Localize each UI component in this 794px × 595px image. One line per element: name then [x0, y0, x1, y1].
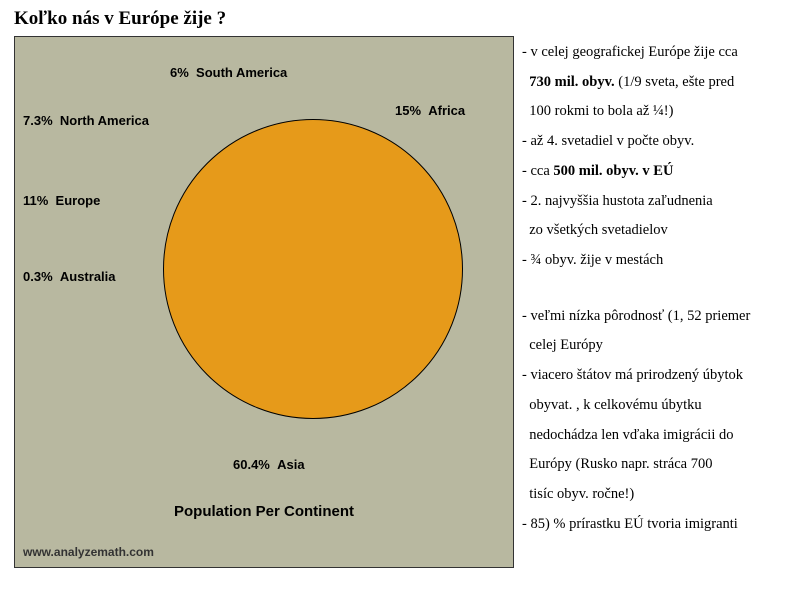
label-africa: 15% Africa	[395, 103, 465, 118]
bullet-8: - 85) % prírastku EÚ tvoria imigranti	[522, 510, 780, 540]
bullet-4b: zo všetkých svetadielov	[522, 216, 780, 246]
bullet-1c: 100 rokmi to bola až ¼!)	[522, 97, 780, 127]
bullet-list: - v celej geografickej Európe žije cca 7…	[522, 36, 780, 568]
label-south-america: 6% South America	[170, 65, 287, 80]
content-row: 15% Africa 6% South America 7.3% North A…	[14, 36, 780, 568]
chart-subtitle: Population Per Continent	[15, 503, 513, 520]
bullet-1a: - v celej geografickej Európe žije cca	[522, 38, 780, 68]
bullet-7c: nedochádza len vďaka imigrácii do	[522, 421, 780, 451]
bullet-2: - až 4. svetadiel v počte obyv.	[522, 127, 780, 157]
chart-brand: www.analyzemath.com	[23, 545, 154, 559]
label-australia: 0.3% Australia	[23, 269, 116, 284]
pie-chart	[163, 119, 463, 419]
bullet-1b: 730 mil. obyv. (1/9 sveta, ešte pred	[522, 68, 780, 98]
pie-chart-panel: 15% Africa 6% South America 7.3% North A…	[14, 36, 514, 568]
bullet-4a: - 2. najvyššia hustota zaľudnenia	[522, 187, 780, 217]
bullet-7a: - viacero štátov má prirodzený úbytok	[522, 361, 780, 391]
bullet-7d: Európy (Rusko napr. stráca 700	[522, 450, 780, 480]
bullet-7e: tisíc obyv. ročne!)	[522, 480, 780, 510]
bullet-6a: - veľmi nízka pôrodnosť (1, 52 priemer	[522, 302, 780, 332]
bullet-7b: obyvat. , k celkovému úbytku	[522, 391, 780, 421]
page-title: Koľko nás v Európe žije ?	[14, 8, 780, 30]
label-europe: 11% Europe	[23, 193, 100, 208]
label-asia: 60.4% Asia	[233, 457, 305, 472]
bullet-3: - cca 500 mil. obyv. v EÚ	[522, 157, 780, 187]
label-north-america: 7.3% North America	[23, 113, 149, 128]
bullet-5: - ¾ obyv. žije v mestách	[522, 246, 780, 276]
bullet-6b: celej Európy	[522, 331, 780, 361]
